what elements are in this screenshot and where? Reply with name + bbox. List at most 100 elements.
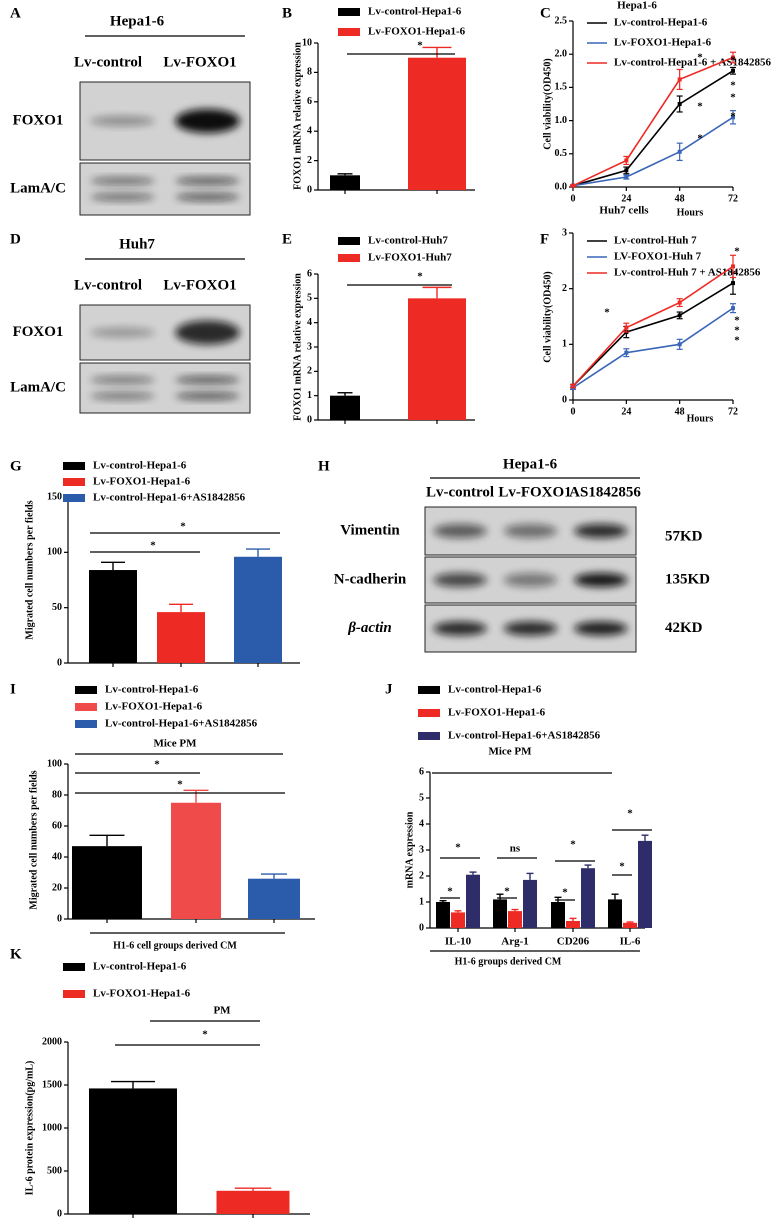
- blot-band: [433, 573, 487, 587]
- panel-letter: E: [282, 231, 292, 247]
- y-axis-label: Migrated cell numbers per fields: [24, 500, 35, 639]
- y-tick-label: 6: [307, 268, 312, 279]
- point: [677, 77, 682, 82]
- blot-title: Huh7: [119, 236, 155, 252]
- blot-column-label: Lv-control: [74, 277, 142, 293]
- y-tick-label: 4: [419, 818, 424, 829]
- point: [731, 55, 735, 60]
- y-tick-label: 2.0: [555, 48, 568, 59]
- annotation: *: [730, 55, 736, 67]
- legend-swatch: [338, 28, 360, 36]
- x-tick-label: 48: [675, 193, 685, 204]
- annotation: *: [697, 52, 703, 64]
- blot-title: Hepa1-6: [503, 456, 558, 472]
- y-tick-label: 2000: [42, 1036, 62, 1047]
- legend-label: Lv-FOXO1-Hepa1-6: [105, 701, 203, 713]
- legend-swatch: [75, 720, 97, 728]
- bar: [408, 57, 466, 191]
- bar: [508, 911, 522, 928]
- legend-label: Lv-control-Hepa1-6+AS1842856: [93, 492, 246, 504]
- point: [571, 384, 575, 389]
- bar: [89, 570, 137, 663]
- point: [731, 281, 735, 286]
- blot-band: [175, 109, 240, 133]
- panel-letter: F: [540, 231, 549, 247]
- blot-column-label: Lv-control: [426, 484, 494, 500]
- annotation: *: [417, 271, 423, 283]
- bar: [436, 902, 450, 928]
- y-tick-label: 0: [419, 922, 424, 933]
- blot-band: [503, 573, 558, 587]
- legend-label: Lv-control-Hepa1-6+AS1842856: [105, 718, 258, 730]
- y-tick-label: 20: [52, 882, 62, 893]
- bar: [89, 1088, 177, 1214]
- blot-band: [574, 621, 628, 636]
- legend-swatch: [63, 963, 85, 971]
- y-tick-label: 40: [52, 851, 62, 862]
- blot-band: [90, 177, 155, 185]
- blot-size-label: 57KD: [665, 528, 703, 544]
- legend-swatch: [418, 732, 440, 740]
- blot-column-label: Lv-FOXO1: [163, 54, 236, 70]
- x-axis-label: Hours: [687, 413, 714, 424]
- chart-title: Mice PM: [153, 738, 197, 750]
- blot-row-label: LamA/C: [10, 180, 66, 196]
- y-tick-label: 80: [52, 789, 62, 800]
- legend-swatch: [63, 478, 85, 486]
- legend-swatch: [63, 462, 85, 470]
- y-tick-label: 4: [307, 125, 312, 136]
- legend-label: Lv-control-Huh7: [368, 235, 448, 247]
- y-tick-label: 5: [307, 293, 312, 304]
- legend-swatch: [338, 254, 360, 262]
- annotation: *: [417, 40, 423, 52]
- panel-letter: B: [282, 5, 292, 21]
- point: [731, 264, 735, 269]
- legend-label: Lv-FOXO1-Hepa1-6: [614, 37, 712, 49]
- y-tick-label: 2: [307, 366, 312, 377]
- bar: [171, 802, 221, 919]
- blot-column-label: Lv-control: [74, 54, 142, 70]
- y-tick-label: 4: [307, 317, 312, 328]
- y-tick-label: 2.5: [555, 15, 568, 26]
- y-tick-label: 0: [57, 657, 62, 668]
- y-axis-label: FOXO1 mRNA relative expression: [292, 273, 303, 421]
- annotation: *: [730, 92, 736, 104]
- legend-label: Lv-control-Hepa1-6: [93, 460, 187, 472]
- y-tick-label: 0: [307, 184, 312, 195]
- bar: [638, 840, 652, 928]
- bar: [493, 899, 507, 928]
- blot-frame: [79, 162, 251, 216]
- y-tick-label: 6: [307, 96, 312, 107]
- panel-letter: C: [540, 5, 551, 21]
- legend-swatch: [418, 686, 440, 694]
- blot-band: [503, 621, 558, 636]
- bar: [623, 922, 637, 928]
- legend-label: Lv-FOXO1-Hepa1-6: [93, 476, 191, 488]
- annotation: *: [730, 111, 736, 123]
- chart-title: Hepa1-6: [617, 0, 657, 12]
- bar: [234, 556, 282, 663]
- legend-label: Lv-control-Hepa1-6 + AS1842856: [614, 57, 772, 69]
- blot-band: [90, 392, 155, 400]
- annotation: *: [150, 540, 156, 552]
- legend-label: Lv-FOXO1-Hepa1-6: [93, 988, 191, 1000]
- chart-title: Mice PM: [488, 746, 532, 758]
- point: [731, 68, 735, 73]
- y-tick-label: 3: [562, 227, 567, 238]
- series-line: [572, 265, 734, 387]
- legend-label: Lv-control-Huh 7 + AS1842856: [614, 267, 761, 279]
- annotation: *: [562, 887, 568, 899]
- x-tick-label: 24: [621, 193, 631, 204]
- legend-label: Lv-control-Hepa1-6: [448, 684, 542, 696]
- y-tick-label: 50: [52, 602, 62, 613]
- bar: [566, 920, 580, 928]
- y-tick-label: 2: [419, 870, 424, 881]
- legend-swatch: [63, 990, 85, 998]
- y-tick-label: 0.0: [555, 181, 568, 192]
- y-tick-label: 3: [419, 844, 424, 855]
- blot-band: [90, 376, 155, 384]
- legend-label: Lv-control-Hepa1-6: [368, 6, 462, 18]
- x-tick-label: CD206: [557, 936, 590, 948]
- y-tick-label: 100: [47, 758, 62, 769]
